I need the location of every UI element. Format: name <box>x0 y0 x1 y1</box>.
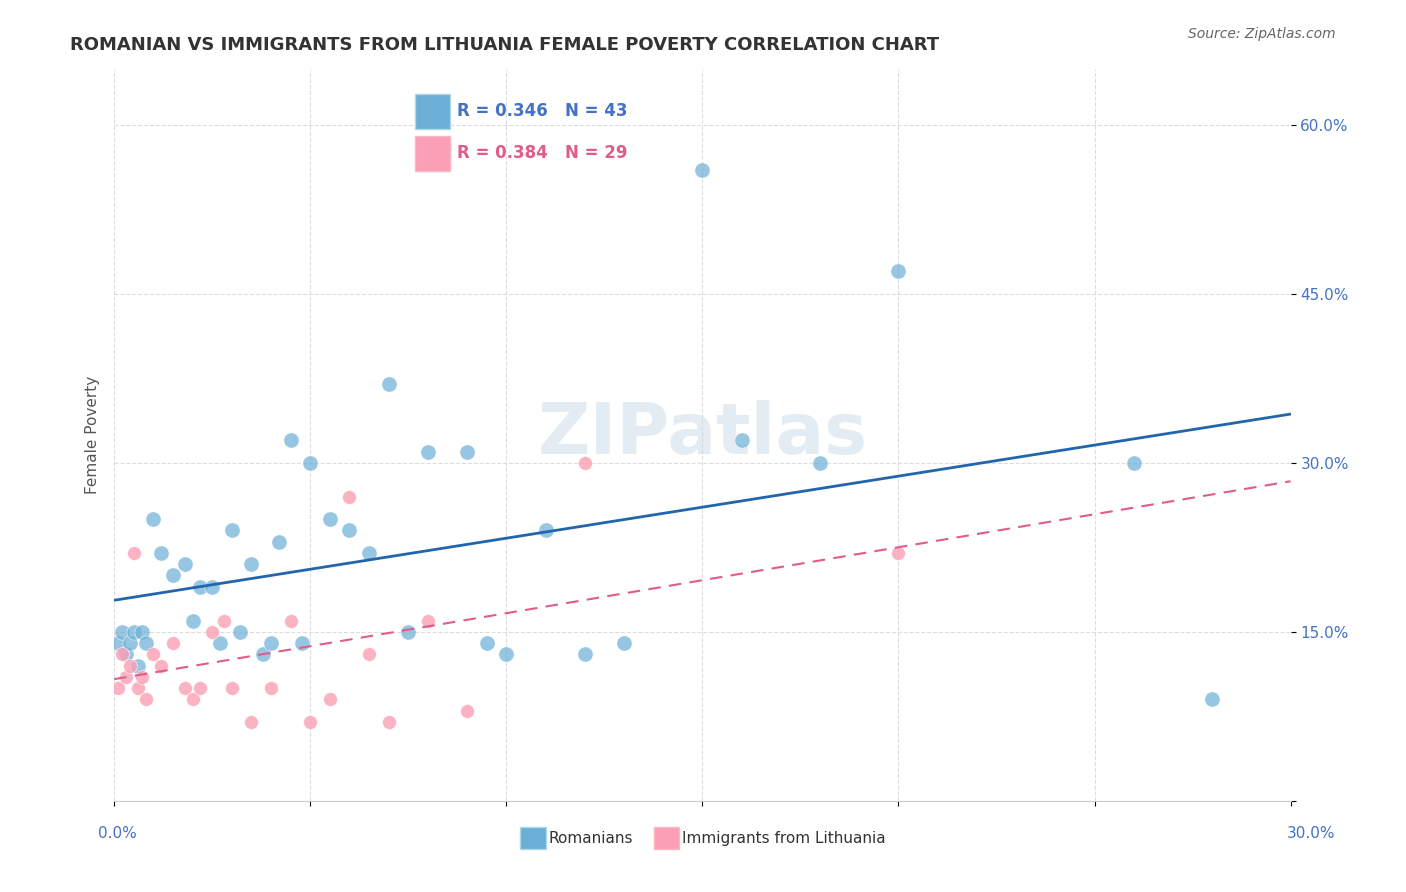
Romanians <box>456 444 478 458</box>
Text: Source: ZipAtlas.com: Source: ZipAtlas.com <box>1188 27 1336 41</box>
Romanians <box>534 524 557 538</box>
Text: ZIPatlas: ZIPatlas <box>537 401 868 469</box>
Romanians <box>280 434 302 448</box>
Romanians <box>359 546 381 560</box>
Text: ROMANIAN VS IMMIGRANTS FROM LITHUANIA FEMALE POVERTY CORRELATION CHART: ROMANIAN VS IMMIGRANTS FROM LITHUANIA FE… <box>70 36 939 54</box>
Immigrants from Lithuania <box>280 614 302 628</box>
Romanians <box>291 636 314 650</box>
Text: R = 0.346   N = 43: R = 0.346 N = 43 <box>457 103 627 120</box>
Immigrants from Lithuania <box>416 614 439 628</box>
Immigrants from Lithuania <box>339 490 361 504</box>
Romanians <box>1122 456 1144 470</box>
Romanians <box>396 624 419 639</box>
Immigrants from Lithuania <box>319 692 342 706</box>
Romanians <box>475 636 498 650</box>
Immigrants from Lithuania <box>142 648 165 662</box>
Romanians <box>495 648 517 662</box>
Immigrants from Lithuania <box>221 681 243 695</box>
Immigrants from Lithuania <box>240 714 263 729</box>
Immigrants from Lithuania <box>173 681 195 695</box>
Romanians <box>730 434 752 448</box>
Romanians <box>150 546 173 560</box>
Immigrants from Lithuania <box>212 614 235 628</box>
Immigrants from Lithuania <box>131 670 153 684</box>
Romanians <box>692 162 714 177</box>
Y-axis label: Female Poverty: Female Poverty <box>86 376 100 494</box>
Romanians <box>252 648 274 662</box>
Immigrants from Lithuania <box>181 692 204 706</box>
Romanians <box>339 524 361 538</box>
Romanians <box>162 568 184 582</box>
Immigrants from Lithuania <box>122 546 145 560</box>
Immigrants from Lithuania <box>111 648 134 662</box>
Romanians <box>181 614 204 628</box>
Romanians <box>260 636 283 650</box>
Immigrants from Lithuania <box>887 546 910 560</box>
Romanians <box>613 636 636 650</box>
Romanians <box>135 636 157 650</box>
Romanians <box>111 624 134 639</box>
Romanians <box>574 648 596 662</box>
Romanians <box>201 580 224 594</box>
Romanians <box>267 534 290 549</box>
Immigrants from Lithuania <box>190 681 212 695</box>
Immigrants from Lithuania <box>377 714 399 729</box>
Romanians <box>808 456 831 470</box>
Romanians <box>190 580 212 594</box>
Immigrants from Lithuania <box>118 658 141 673</box>
Text: Immigrants from Lithuania: Immigrants from Lithuania <box>682 831 886 846</box>
Romanians <box>240 558 263 572</box>
Romanians <box>221 524 243 538</box>
Immigrants from Lithuania <box>135 692 157 706</box>
Romanians <box>1201 692 1223 706</box>
Text: 0.0%: 0.0% <box>98 827 138 841</box>
Immigrants from Lithuania <box>162 636 184 650</box>
Immigrants from Lithuania <box>127 681 149 695</box>
Immigrants from Lithuania <box>115 670 138 684</box>
Text: 30.0%: 30.0% <box>1288 827 1336 841</box>
Immigrants from Lithuania <box>260 681 283 695</box>
Romanians <box>107 636 129 650</box>
Text: R = 0.384   N = 29: R = 0.384 N = 29 <box>457 145 627 162</box>
Romanians <box>118 636 141 650</box>
Romanians <box>228 624 250 639</box>
Romanians <box>115 648 138 662</box>
Romanians <box>122 624 145 639</box>
Romanians <box>319 512 342 526</box>
Romanians <box>142 512 165 526</box>
Text: Romanians: Romanians <box>548 831 633 846</box>
Immigrants from Lithuania <box>299 714 322 729</box>
Romanians <box>131 624 153 639</box>
Romanians <box>377 376 399 391</box>
Immigrants from Lithuania <box>201 624 224 639</box>
Romanians <box>209 636 232 650</box>
Romanians <box>887 264 910 278</box>
Romanians <box>127 658 149 673</box>
Immigrants from Lithuania <box>107 681 129 695</box>
Immigrants from Lithuania <box>150 658 173 673</box>
Romanians <box>416 444 439 458</box>
Immigrants from Lithuania <box>456 704 478 718</box>
Immigrants from Lithuania <box>574 456 596 470</box>
Romanians <box>299 456 322 470</box>
Romanians <box>173 558 195 572</box>
Immigrants from Lithuania <box>359 648 381 662</box>
